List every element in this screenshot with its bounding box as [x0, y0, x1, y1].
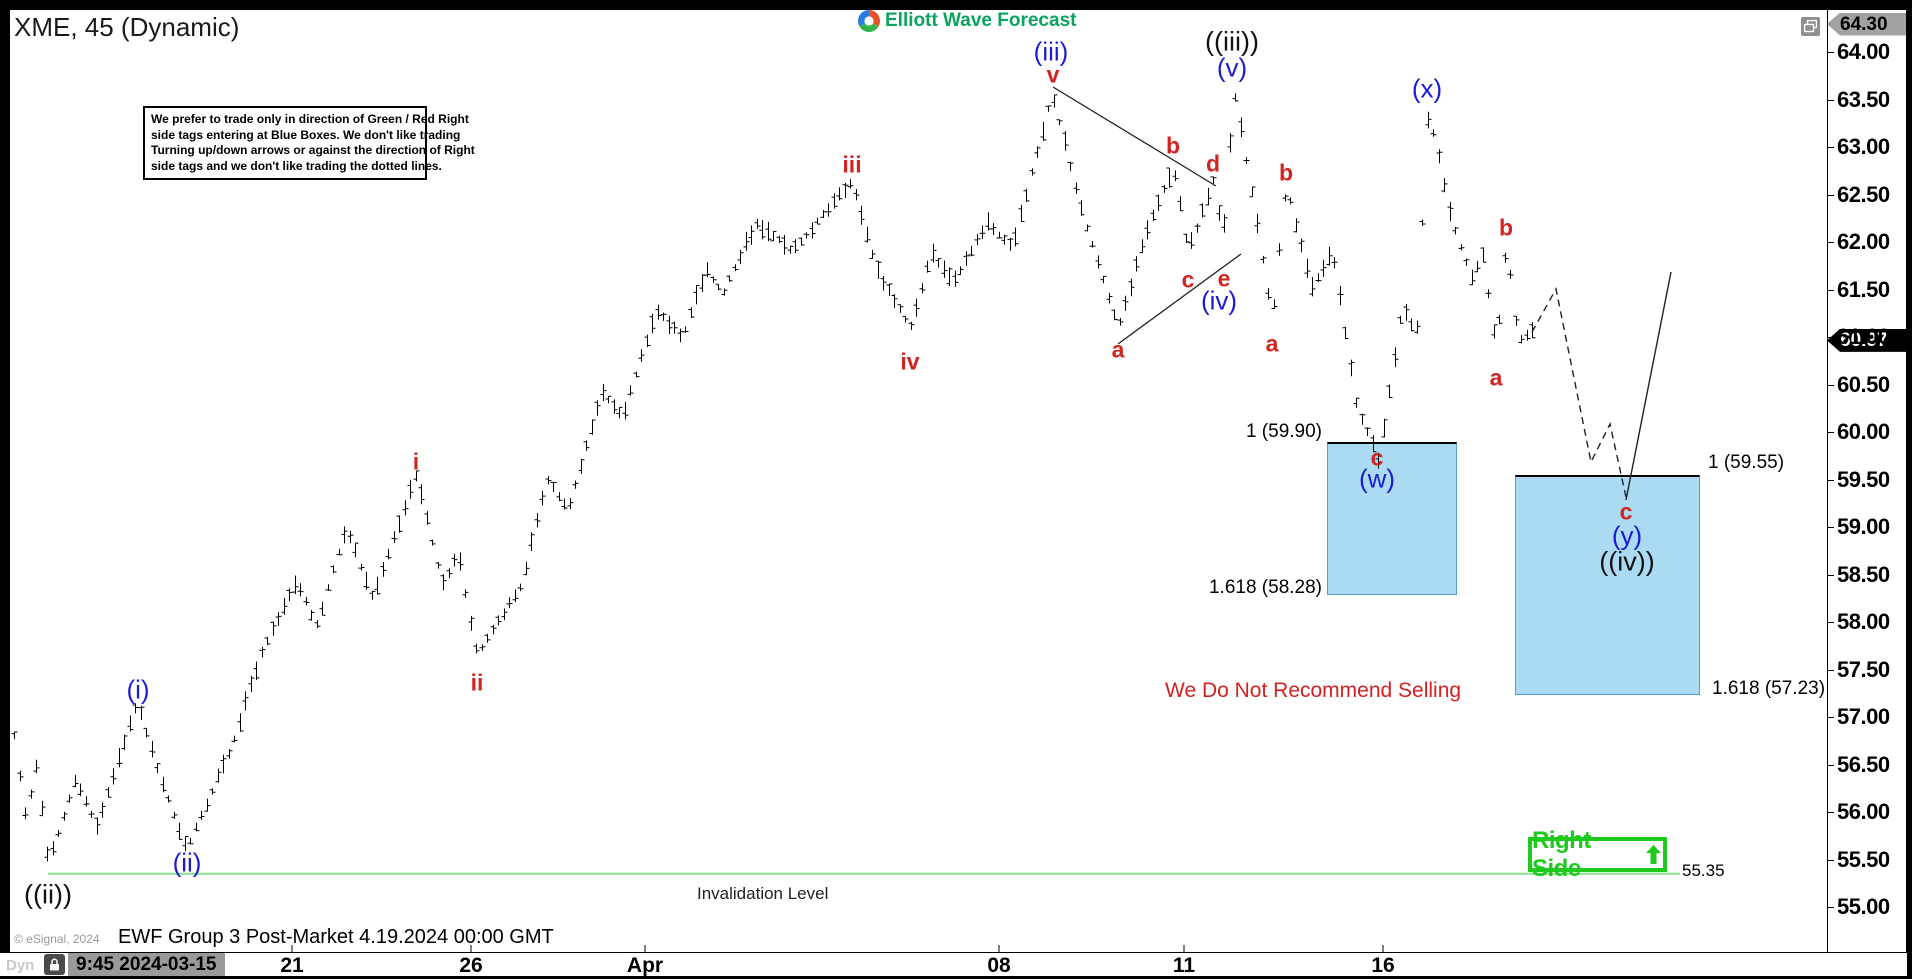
no-sell-note: We Do Not Recommend Selling [1165, 679, 1462, 702]
price-tick-label: 61.00 [1837, 324, 1890, 349]
ohlc-bars [11, 93, 1536, 862]
restore-window-icon[interactable] [1801, 17, 1820, 36]
price-tick-label: 59.00 [1837, 514, 1890, 539]
price-tick [1828, 574, 1834, 576]
date-label: 08 [987, 954, 1011, 977]
price-tick-label: 55.00 [1837, 894, 1890, 919]
price-tick [1828, 764, 1834, 766]
trading-note-box: We prefer to trade only in direction of … [143, 106, 475, 180]
price-tick [1828, 337, 1834, 338]
triangle-trend-line [1117, 253, 1242, 345]
brand-name: Elliott Wave Forecast [885, 10, 1077, 31]
price-tick-label: 58.50 [1837, 561, 1890, 587]
date-ticks [291, 945, 1384, 952]
right-side-label: Right Side [1532, 826, 1591, 882]
price-tick-label: 60.50 [1837, 371, 1890, 397]
price-tick [1828, 242, 1834, 243]
price-tick [1828, 669, 1834, 671]
date-label: Apr [626, 954, 664, 977]
price-tick [1828, 194, 1834, 196]
price-tick-label: 60.00 [1837, 419, 1890, 444]
price-tick [1828, 147, 1834, 148]
invalidation-level-label: Invalidation Level [697, 884, 829, 903]
date-label: 16 [1371, 954, 1395, 977]
note-line: Turning up/down arrows or against the di… [151, 143, 475, 157]
right-side-badge: Right Side [1528, 827, 1667, 882]
solid-projection-line [1625, 271, 1672, 501]
up-arrow-icon [1646, 845, 1661, 864]
lock-icon[interactable] [44, 954, 65, 975]
price-tick [1828, 289, 1834, 291]
blue-box-target-zone [1327, 441, 1457, 596]
date-axis[interactable]: Dyn 9:45 2024-03-15 21 26 Apr 08 11 16 [0, 952, 1907, 977]
price-tick-label: 62.00 [1837, 229, 1890, 254]
price-tick [1828, 622, 1834, 623]
brand-swirl-icon [858, 10, 880, 32]
note-line: We prefer to trade only in direction of … [151, 112, 469, 126]
price-tick-label: 58.00 [1837, 609, 1890, 634]
cursor-timestamp: 9:45 2024-03-15 [68, 953, 225, 976]
price-tick-label: 59.50 [1837, 466, 1890, 492]
price-tick-label: 63.50 [1837, 86, 1890, 112]
price-tick [1828, 527, 1834, 528]
price-tick-label: 55.50 [1837, 846, 1890, 872]
price-tick [1828, 907, 1834, 908]
price-tick [1828, 859, 1834, 861]
price-tick [1828, 432, 1834, 433]
price-axis[interactable]: 64.30 60.97 64.00 63.50 63.00 62.50 62.00 61.… [1827, 10, 1906, 952]
price-tick [1828, 479, 1834, 481]
date-label: 26 [459, 954, 483, 977]
invalidation-price-label: 55.35 [1682, 861, 1725, 880]
blue-box-target-zone [1515, 474, 1700, 696]
price-tick [1828, 99, 1834, 101]
date-label: 11 [1172, 954, 1196, 977]
price-tick-label: 57.00 [1837, 704, 1890, 729]
price-tick [1828, 717, 1834, 718]
price-tick-label: 61.50 [1837, 276, 1890, 302]
price-tick [1828, 812, 1834, 813]
footer-note: EWF Group 3 Post-Market 4.19.2024 00:00 … [118, 926, 554, 948]
price-tick-label: 57.50 [1837, 656, 1890, 682]
price-tick-label: 64.00 [1837, 39, 1890, 64]
mode-label: Dyn [6, 957, 35, 974]
note-line: side tags and we don't like trading the … [151, 158, 442, 173]
price-tick-label: 62.50 [1837, 181, 1890, 207]
brand-logo: Elliott Wave Forecast [858, 10, 1076, 32]
price-tick-label: 56.00 [1837, 799, 1890, 824]
price-tick-label: 56.50 [1837, 751, 1890, 777]
price-tick [1828, 384, 1834, 386]
price-tick-label: 63.00 [1837, 134, 1890, 159]
session-high-tag: 64.30 [1827, 12, 1906, 36]
copyright-note: © eSignal, 2024 [14, 932, 100, 946]
last-price-tag: 60.97 [1827, 328, 1906, 352]
triangle-trend-line [1052, 86, 1217, 187]
note-line: side tags entering at Blue Boxes. We don… [151, 127, 461, 142]
date-label: 21 [280, 954, 304, 977]
symbol-title: XME, 45 (Dynamic) [14, 12, 240, 42]
price-tick [1828, 52, 1834, 53]
dashed-projection-path [1531, 287, 1627, 498]
